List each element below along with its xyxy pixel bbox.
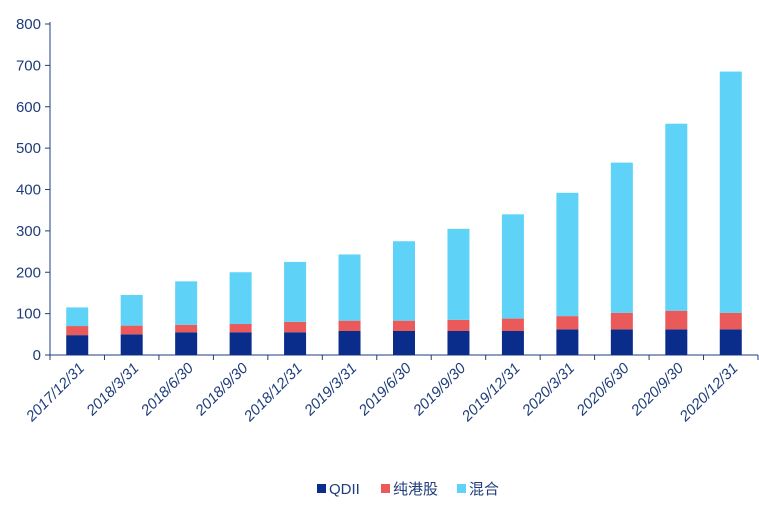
bar-segment-qdii [175, 332, 198, 355]
x-tick-label: 2019/6/30 [355, 359, 415, 419]
x-axis-ticks: 2017/12/312018/3/312018/6/302018/9/30201… [22, 355, 759, 426]
bar-segment-qdii [610, 329, 633, 355]
bar-segment-qdii [284, 332, 307, 355]
legend-label: QDII [329, 481, 360, 498]
legend-swatch [457, 484, 466, 493]
bar-segment-hk-stock [284, 321, 307, 333]
bar-segment-hk-stock [175, 324, 198, 333]
bar-segment-mixed [229, 272, 252, 324]
x-tick-label: 2020/12/31 [676, 360, 742, 426]
bar-segment-hk-stock [229, 323, 252, 333]
legend-label: 混合 [469, 481, 499, 498]
x-tick-label: 2020/6/30 [573, 359, 633, 419]
legend-swatch [317, 484, 326, 493]
y-tick-label: 500 [16, 140, 41, 157]
bar-segment-hk-stock [556, 316, 579, 330]
bar-segment-qdii [120, 334, 143, 355]
bar-segment-mixed [501, 214, 524, 319]
y-tick-label: 800 [16, 16, 41, 33]
bar-segment-mixed [556, 192, 579, 317]
bar-segment-qdii [719, 329, 742, 355]
bar-segment-hk-stock [447, 319, 470, 332]
bar-segment-hk-stock [610, 312, 633, 330]
bar-segment-hk-stock [501, 318, 524, 332]
bar-segment-hk-stock [66, 326, 89, 336]
y-tick-label: 0 [33, 347, 41, 364]
bar-segment-mixed [284, 261, 307, 322]
x-tick-label: 2019/3/31 [300, 360, 360, 420]
bar-segment-mixed [393, 241, 415, 321]
x-tick-label: 2017/12/31 [22, 360, 88, 426]
bar-segment-mixed [447, 228, 470, 320]
bar-segment-qdii [665, 329, 688, 355]
bar-segment-mixed [338, 254, 361, 321]
y-tick-label: 300 [16, 223, 41, 240]
x-tick-label: 2020/3/31 [518, 360, 578, 420]
bar-segment-qdii [66, 335, 89, 355]
bar-segment-hk-stock [719, 312, 742, 330]
bar-segment-qdii [229, 332, 252, 355]
y-tick-label: 600 [16, 99, 41, 116]
bar-segment-mixed [610, 162, 633, 313]
x-tick-label: 2018/12/31 [240, 360, 306, 426]
y-tick-label: 700 [16, 57, 41, 74]
x-tick-label: 2018/6/30 [137, 359, 197, 419]
legend-swatch [381, 484, 390, 493]
y-tick-label: 100 [16, 306, 41, 323]
bar-segment-hk-stock [338, 320, 361, 332]
legend: QDII 纯港股 混合 [317, 481, 499, 498]
y-tick-label: 400 [16, 182, 41, 199]
bar-segment-qdii [556, 329, 579, 355]
bar-segment-qdii [501, 331, 524, 355]
x-tick-label: 2018/3/31 [83, 360, 143, 420]
y-axis-ticks: 0 100 200 300 400 500 600 700 800 [16, 16, 50, 364]
bar-segment-hk-stock [120, 325, 143, 335]
bar-segment-mixed [665, 123, 688, 311]
bar-segment-mixed [719, 71, 742, 313]
x-tick-label: 2019/12/31 [458, 360, 524, 426]
bars [66, 71, 742, 355]
bar-segment-mixed [66, 307, 89, 327]
bar-segment-qdii [447, 331, 470, 355]
bar-segment-hk-stock [393, 320, 415, 332]
bar-segment-qdii [338, 331, 361, 355]
bar-segment-hk-stock [665, 310, 688, 330]
y-tick-label: 200 [16, 264, 41, 281]
legend-label: 纯港股 [393, 481, 438, 498]
bar-segment-qdii [393, 331, 415, 355]
bar-segment-mixed [175, 281, 198, 325]
bar-segment-mixed [120, 295, 143, 326]
